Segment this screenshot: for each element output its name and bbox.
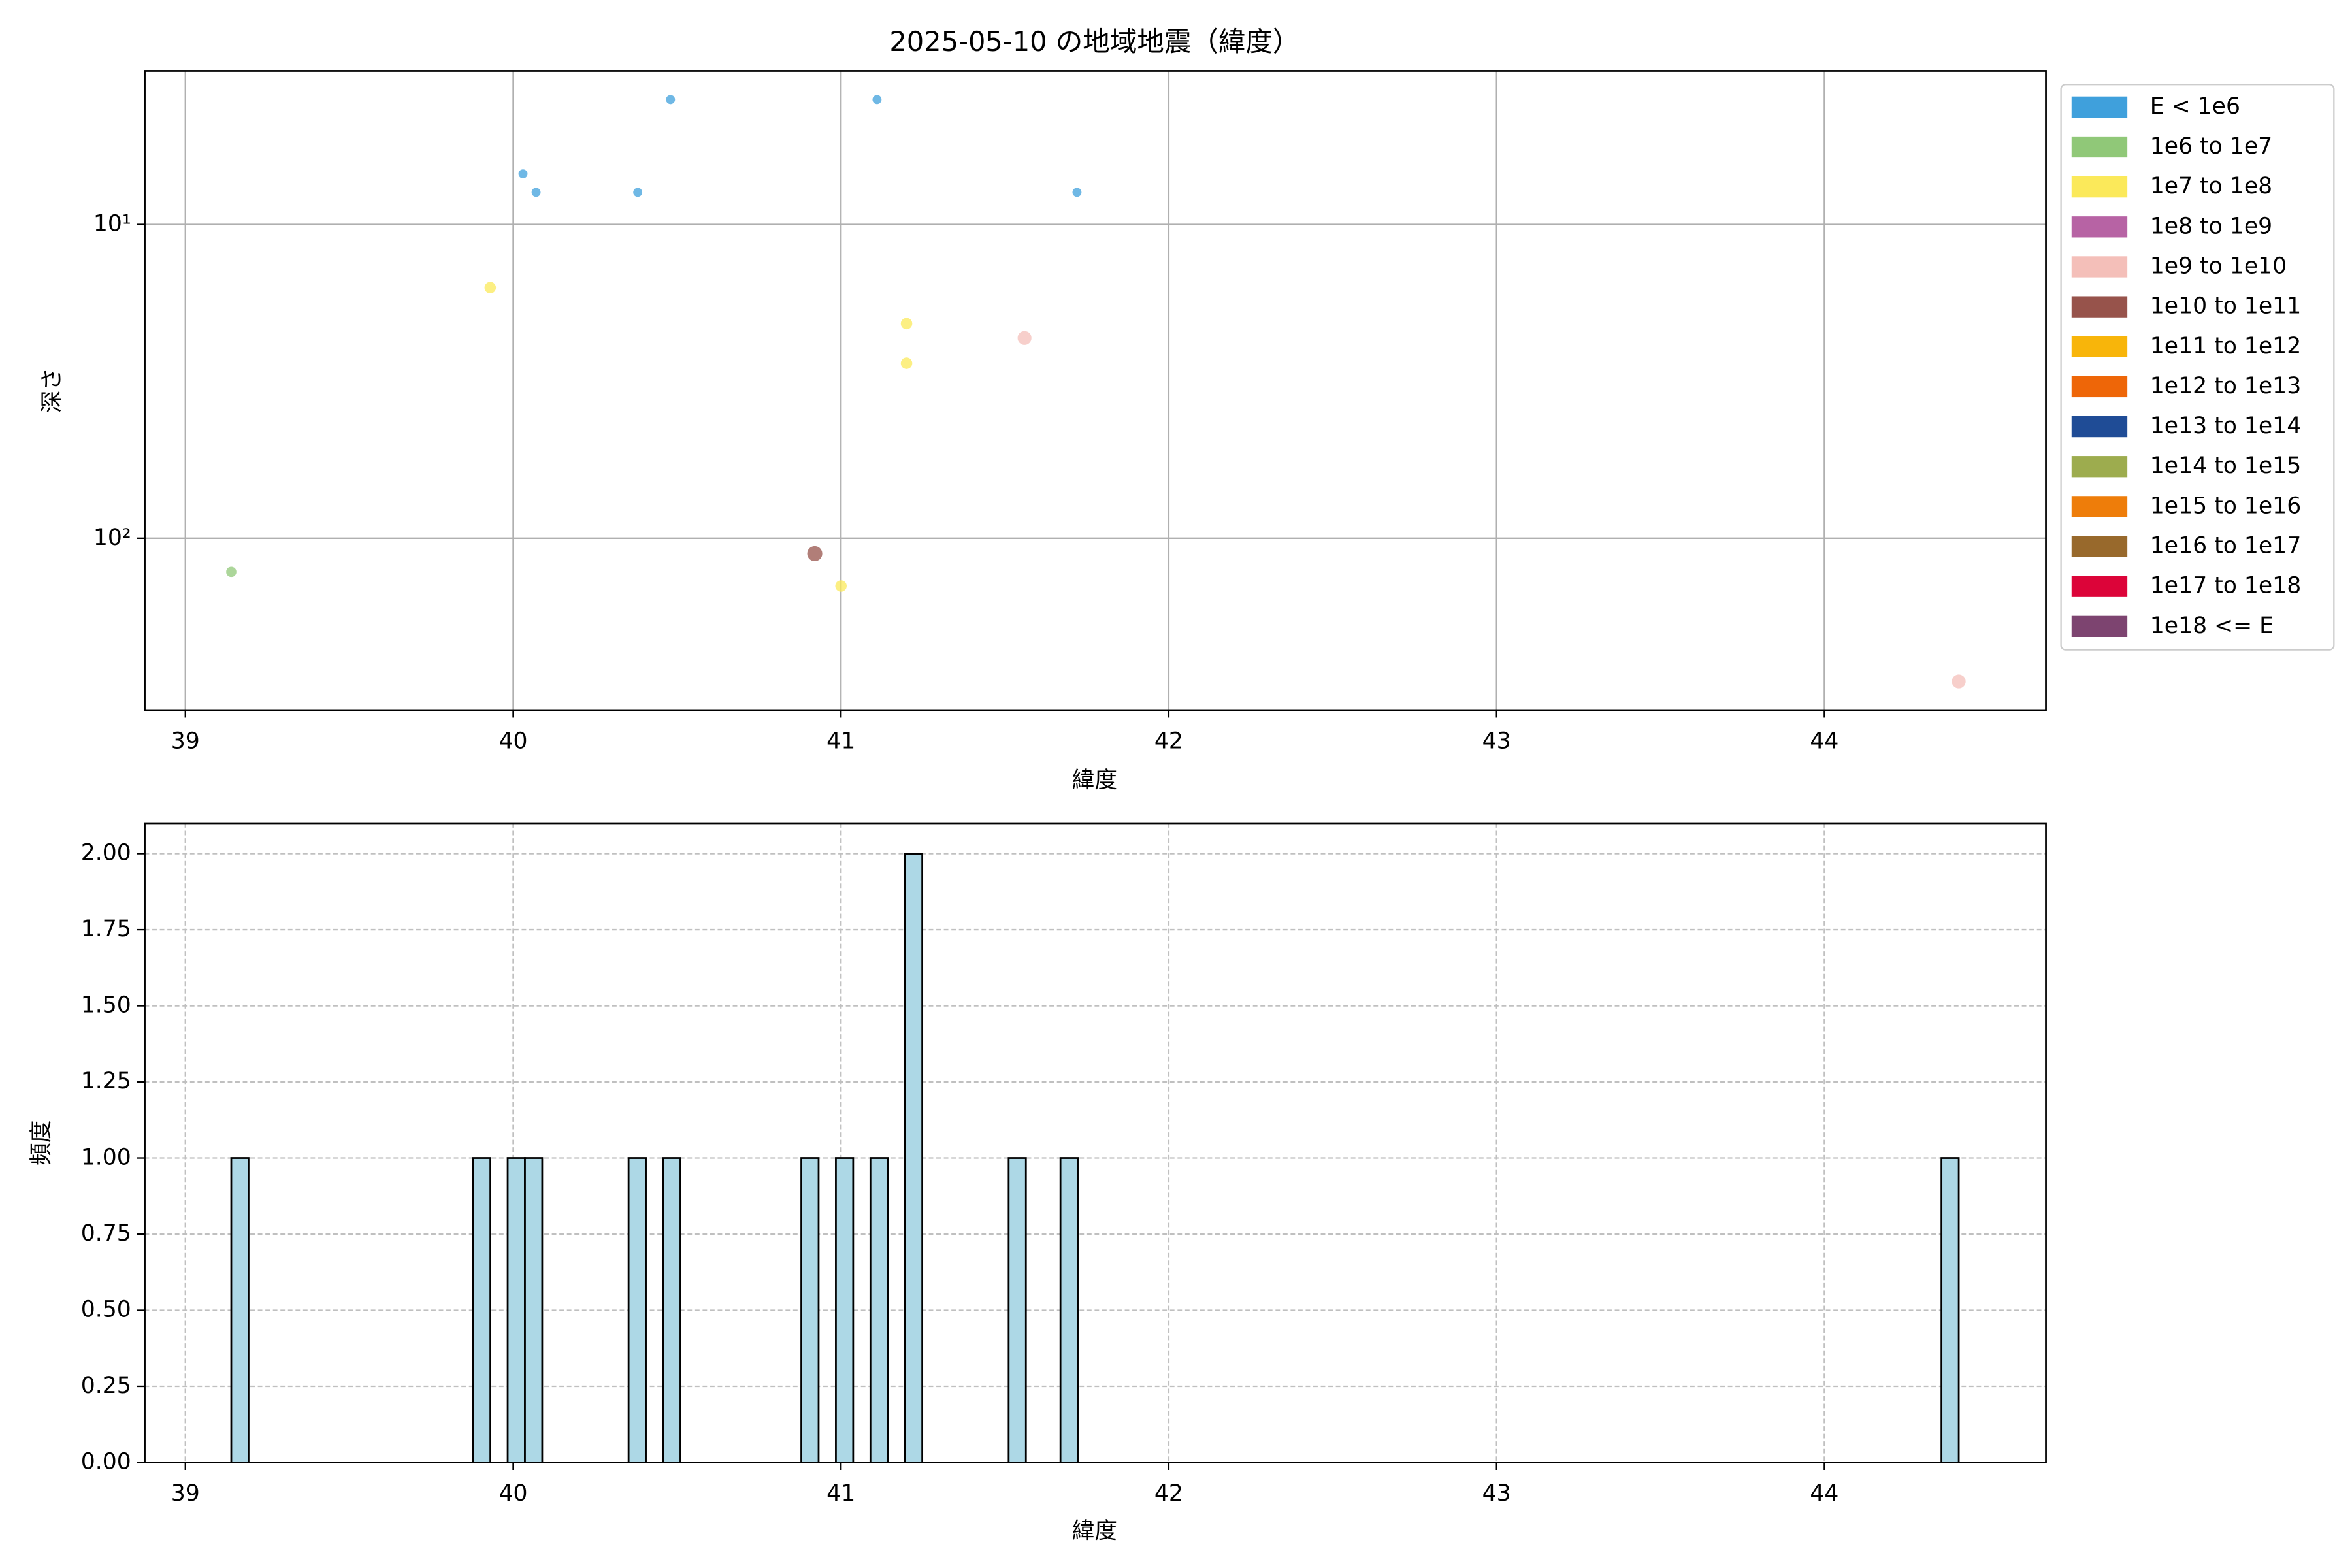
point [531,188,541,197]
point [484,282,497,294]
x-tick-label: 39 [171,1480,200,1507]
bar [869,1157,889,1463]
legend-label: 1e13 to 1e14 [2150,413,2301,439]
bar [1940,1157,1960,1463]
y-tick-label: 0.75 [81,1220,131,1247]
x-tick-label: 41 [826,728,855,754]
legend-swatch [2071,296,2128,318]
legend-swatch [2071,96,2128,118]
x-tick-label: 44 [1810,728,1838,754]
y-tick-label: 0.50 [81,1296,131,1322]
legend-label: 1e8 to 1e9 [2150,213,2272,239]
bar [904,853,924,1463]
legend-swatch [2071,496,2128,517]
point [835,580,847,592]
point [1017,331,1032,345]
legend-swatch [2071,256,2128,278]
legend-box [2060,84,2335,651]
plot-frame [144,822,2047,1463]
bar [524,1157,544,1463]
bar [662,1157,681,1463]
point [900,357,913,369]
legend-label: 1e15 to 1e16 [2150,493,2301,519]
point [226,566,237,578]
bar [627,1157,647,1463]
point [807,546,823,562]
bar [506,1157,526,1463]
y-axis-label: 深さ [39,368,65,413]
x-tick-label: 40 [498,1480,527,1507]
y-tick-label: 1.75 [81,916,131,942]
legend-label: 1e12 to 1e13 [2150,373,2301,399]
legend-label: 1e6 to 1e7 [2150,133,2272,159]
x-tick-label: 39 [171,728,200,754]
legend-swatch [2071,216,2128,238]
legend-label: 1e9 to 1e10 [2150,253,2287,279]
point [666,95,676,105]
point [633,188,643,197]
legend-label: 1e11 to 1e12 [2150,333,2301,359]
bar [472,1157,491,1463]
y-tick-label: 0.00 [81,1448,131,1475]
bar [1059,1157,1079,1463]
y-axis-label: 頻度 [29,1120,55,1166]
point [518,169,528,179]
x-tick-label: 42 [1154,1480,1183,1507]
x-axis-label: 緯度 [1072,767,1117,793]
legend-label: 1e16 to 1e17 [2150,533,2301,559]
legend-label: 1e18 <= E [2150,613,2274,639]
legend-swatch [2071,136,2128,158]
y-tick-label: 1.25 [81,1068,131,1094]
bar [800,1157,820,1463]
bar [230,1157,250,1463]
x-tick-label: 42 [1154,728,1183,754]
legend-label: 1e10 to 1e11 [2150,293,2301,319]
x-tick-label: 40 [498,728,527,754]
legend-swatch [2071,336,2128,357]
legend-swatch [2071,536,2128,557]
y-tick-label: 0.25 [81,1373,131,1399]
y-tick-label: 2.00 [81,840,131,866]
legend-label: 1e7 to 1e8 [2150,173,2272,199]
chart-title: 2025-05-10 の地域地震（緯度） [889,25,1299,57]
y-tick-label: 10¹ [93,211,131,237]
legend-label: E < 1e6 [2150,93,2240,120]
legend-swatch [2071,576,2128,597]
point [872,95,882,105]
x-axis-label: 緯度 [1072,1518,1117,1544]
legend-swatch [2071,376,2128,398]
x-tick-label: 41 [826,1480,855,1507]
legend-swatch [2071,615,2128,637]
x-tick-label: 44 [1810,1480,1838,1507]
y-tick-label: 10² [93,525,131,551]
y-tick-label: 1.50 [81,992,131,1019]
x-tick-label: 43 [1482,1480,1511,1507]
legend-label: 1e17 to 1e18 [2150,573,2301,599]
legend-swatch [2071,456,2128,478]
legend-label: 1e14 to 1e15 [2150,453,2301,479]
point [1072,188,1082,197]
x-tick-label: 43 [1482,728,1511,754]
bar [835,1157,855,1463]
legend-swatch [2071,416,2128,438]
bar [1007,1157,1027,1463]
plot-frame [144,70,2047,711]
y-tick-label: 1.00 [81,1145,131,1171]
point [900,318,913,330]
legend-swatch [2071,176,2128,198]
point [1952,674,1966,689]
